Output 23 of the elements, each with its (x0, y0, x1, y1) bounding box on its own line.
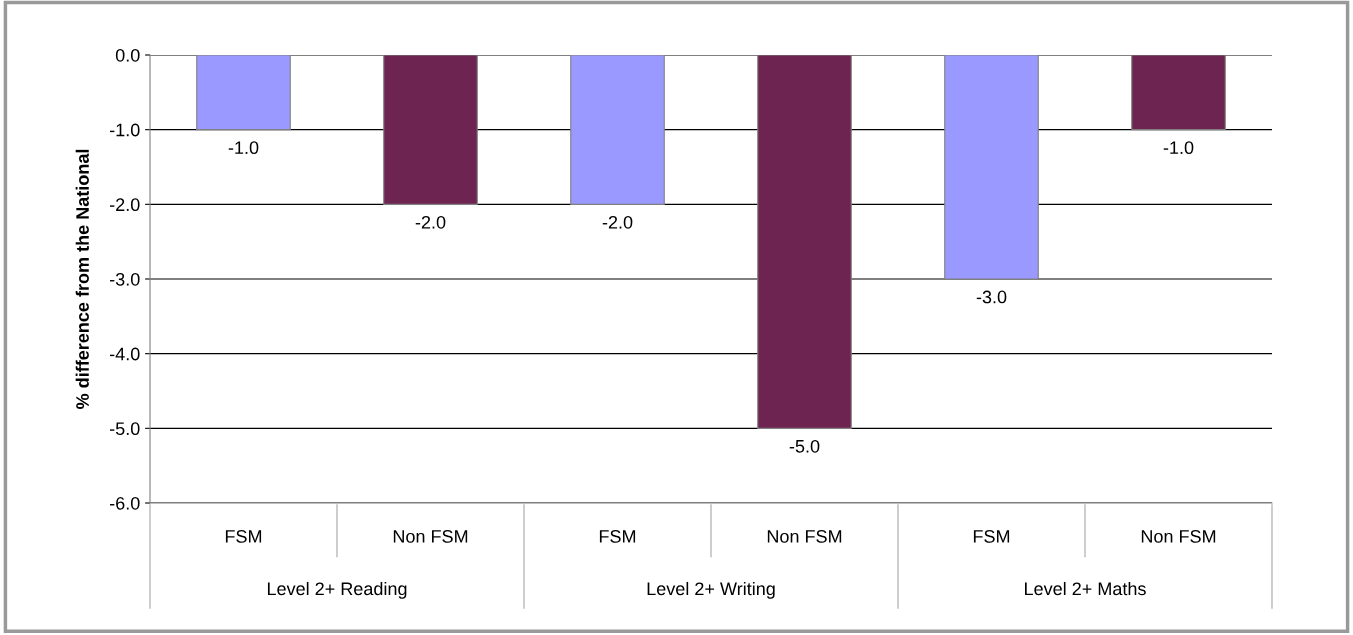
y-tick-label: 0.0 (115, 48, 140, 62)
x-tick-label: FSM (599, 530, 636, 543)
y-tick-label: -6.0 (109, 496, 140, 510)
y-tick-label: -1.0 (109, 123, 140, 137)
y-axis-title: % difference from the National (75, 149, 89, 409)
x-tick-label: FSM (973, 530, 1010, 543)
text: Level 2+ Maths (1025, 581, 1146, 596)
data-label: -5.0 (789, 439, 820, 453)
x-tick-label: FSM (225, 530, 262, 543)
data-label: -3.0 (976, 290, 1007, 304)
data-label: -2.0 (415, 215, 446, 229)
text: Level 2+ Writing (647, 581, 775, 599)
text: Level 2+ Reading (267, 581, 407, 599)
y-tick-label: -5.0 (109, 422, 140, 436)
data-label: -1.0 (228, 141, 259, 155)
x-tick-label: Non FSM (1141, 530, 1216, 543)
data-label: -2.0 (602, 215, 633, 229)
y-tick-label: -4.0 (109, 347, 140, 361)
data-label: -1.0 (1163, 141, 1194, 155)
y-tick-label: -2.0 (109, 198, 140, 212)
y-tick-label: -3.0 (109, 272, 140, 286)
x-tick-label: Non FSM (767, 530, 842, 543)
x-tick-label: Non FSM (393, 530, 468, 543)
